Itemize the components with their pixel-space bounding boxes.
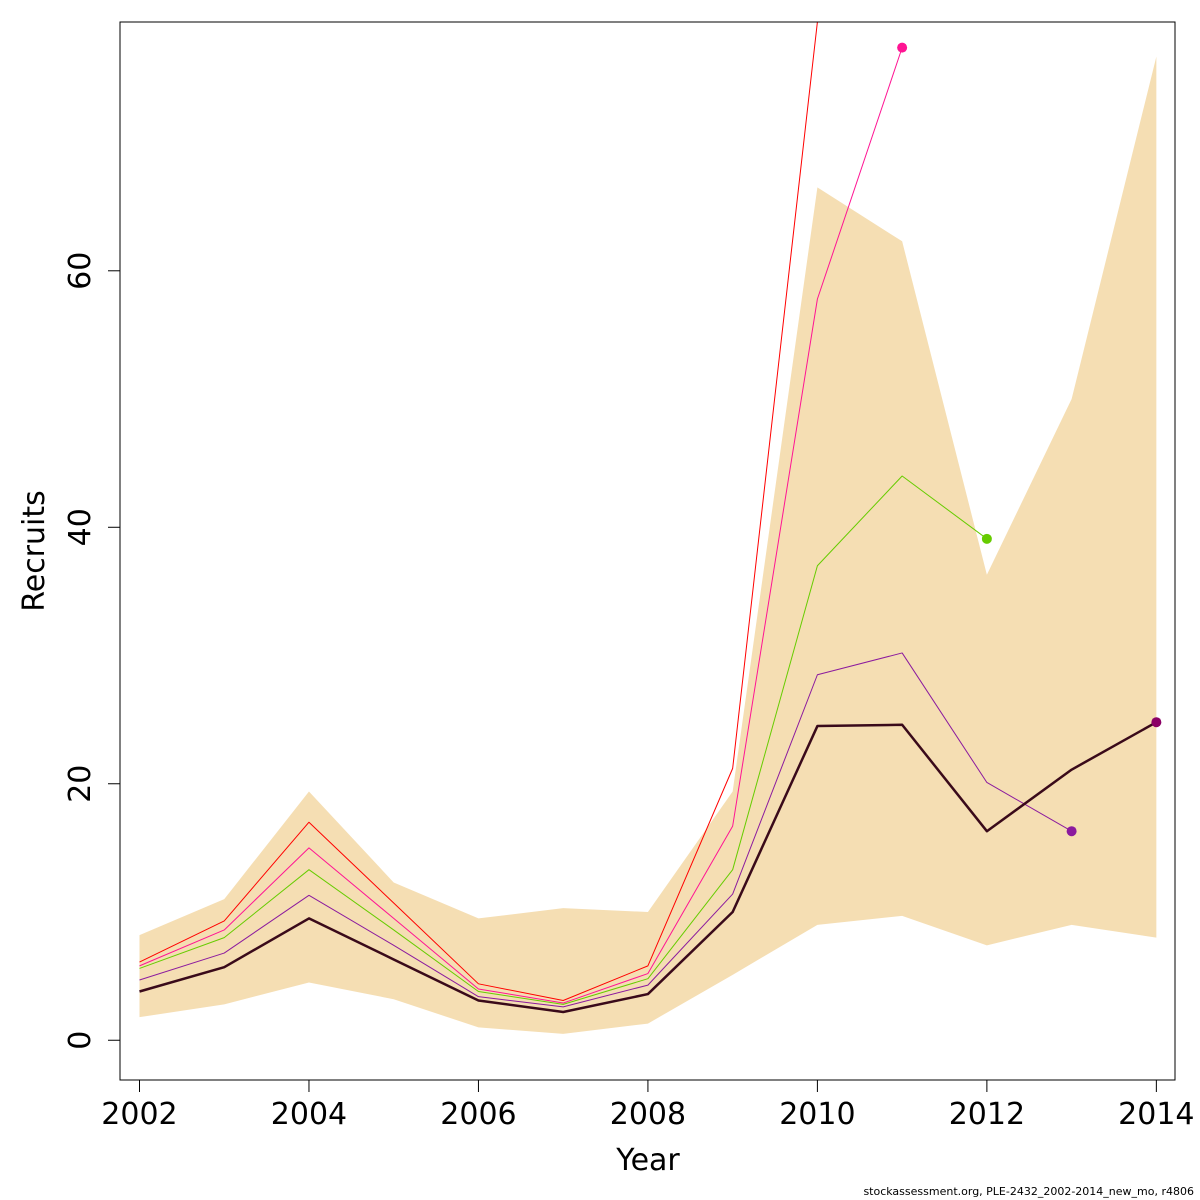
x-tick-label: 2006 [440, 1097, 516, 1132]
x-axis-title: Year [615, 1143, 680, 1178]
confidence-band [139, 56, 1157, 1034]
series-end-point-2 [897, 42, 908, 53]
x-tick-label: 2008 [610, 1097, 686, 1132]
y-axis: 0 20 40 60 [63, 252, 121, 1050]
series-end-point-3 [981, 533, 992, 544]
series-end-point-5 [1151, 717, 1162, 728]
y-tick-label: 40 [63, 508, 98, 546]
confidence-band-layer [139, 56, 1157, 1034]
y-axis-title: Recruits [17, 490, 52, 612]
y-tick-label: 60 [63, 252, 98, 290]
x-tick-label: 2002 [101, 1097, 177, 1132]
x-axis: 2002 2004 2006 2008 2010 2012 2014 [101, 1079, 1195, 1132]
x-tick-label: 2012 [949, 1097, 1025, 1132]
x-tick-label: 2010 [779, 1097, 855, 1132]
series-end-point-4 [1066, 826, 1077, 837]
y-tick-label: 0 [63, 1031, 98, 1050]
series-line-3 [139, 475, 988, 1005]
footer-credit: stockassessment.org, PLE-2432_2002-2014_… [863, 1185, 1194, 1198]
y-tick-label: 20 [63, 765, 98, 803]
series-line-5 [139, 721, 1157, 1014]
series-line-2 [139, 47, 903, 1004]
series-line-4 [139, 652, 1072, 1008]
x-tick-label: 2004 [271, 1097, 347, 1132]
series-line-1 [139, 22, 818, 1001]
series-layer [139, 22, 1162, 1014]
x-tick-label: 2014 [1118, 1097, 1194, 1132]
